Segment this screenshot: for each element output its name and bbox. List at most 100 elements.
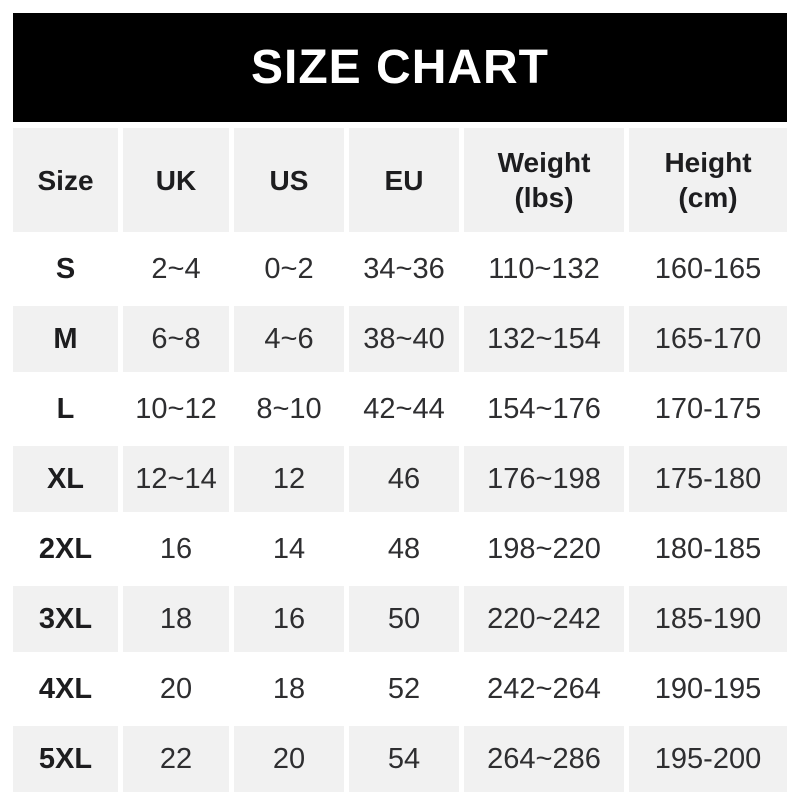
cell-value: 22 <box>159 742 193 775</box>
row-label-xl: XL <box>13 446 118 512</box>
cell-value: 2XL <box>38 532 93 565</box>
column-header-label: EU <box>384 164 424 196</box>
cell-value: 5XL <box>38 742 93 775</box>
table-cell: 42~44 <box>349 376 459 442</box>
cell-value: 50 <box>387 602 421 635</box>
column-header-height-cm: Height (cm) <box>629 128 787 232</box>
table-cell: 12 <box>234 446 344 512</box>
table-cell: 175-180 <box>629 446 787 512</box>
banner-title: SIZE CHART <box>251 40 549 94</box>
cell-value: M <box>53 322 78 355</box>
cell-value: 8~10 <box>256 392 322 425</box>
cell-value: 264~286 <box>487 742 601 775</box>
table-cell: 220~242 <box>464 586 624 652</box>
cell-value: 6~8 <box>151 322 201 355</box>
table-cell: 34~36 <box>349 236 459 302</box>
table-cell: 14 <box>234 516 344 582</box>
cell-value: 12 <box>272 462 306 495</box>
cell-value: 4~6 <box>264 322 314 355</box>
table-cell: 165-170 <box>629 306 787 372</box>
cell-value: 4XL <box>38 672 93 705</box>
cell-value: 42~44 <box>363 392 445 425</box>
cell-value: 52 <box>387 672 421 705</box>
table-cell: 4~6 <box>234 306 344 372</box>
table-cell: 190-195 <box>629 656 787 722</box>
table-cell: 154~176 <box>464 376 624 442</box>
column-header-us: US <box>234 128 344 232</box>
cell-value: 46 <box>387 462 421 495</box>
cell-value: 154~176 <box>487 392 601 425</box>
table-cell: 20 <box>234 726 344 792</box>
column-header-weight-lbs: Weight (lbs) <box>464 128 624 232</box>
cell-value: 190-195 <box>654 672 762 705</box>
row-label-m: M <box>13 306 118 372</box>
table-cell: 195-200 <box>629 726 787 792</box>
column-header-size: Size <box>13 128 118 232</box>
cell-value: 110~132 <box>488 252 600 285</box>
column-header-eu: EU <box>349 128 459 232</box>
table-cell: 54 <box>349 726 459 792</box>
cell-value: 175-180 <box>654 462 762 495</box>
cell-value: 20 <box>272 742 306 775</box>
size-table: Size UK US EU Weight (lbs) Height (cm) S 2~4 0~2… <box>13 128 787 792</box>
cell-value: 54 <box>387 742 421 775</box>
table-cell: 46 <box>349 446 459 512</box>
table-cell: 22 <box>123 726 229 792</box>
table-cell: 170-175 <box>629 376 787 442</box>
table-cell: 132~154 <box>464 306 624 372</box>
cell-value: 165-170 <box>654 322 762 355</box>
cell-value: XL <box>46 462 85 495</box>
cell-value: S <box>55 252 76 285</box>
cell-value: 3XL <box>38 602 93 635</box>
table-cell: 198~220 <box>464 516 624 582</box>
column-header-uk: UK <box>123 128 229 232</box>
cell-value: 10~12 <box>135 392 217 425</box>
row-label-l: L <box>13 376 118 442</box>
cell-value: 180-185 <box>654 532 762 565</box>
table-cell: 12~14 <box>123 446 229 512</box>
table-cell: 50 <box>349 586 459 652</box>
table-cell: 10~12 <box>123 376 229 442</box>
cell-value: 132~154 <box>487 322 601 355</box>
row-label-2xl: 2XL <box>13 516 118 582</box>
cell-value: 14 <box>272 532 306 565</box>
row-label-3xl: 3XL <box>13 586 118 652</box>
table-cell: 6~8 <box>123 306 229 372</box>
table-cell: 16 <box>234 586 344 652</box>
cell-value: 185-190 <box>654 602 762 635</box>
cell-value: 242~264 <box>487 672 601 705</box>
cell-value: 12~14 <box>135 462 217 495</box>
row-label-5xl: 5XL <box>13 726 118 792</box>
table-cell: 18 <box>234 656 344 722</box>
cell-value: 48 <box>387 532 421 565</box>
row-label-s: S <box>13 236 118 302</box>
cell-value: L <box>56 392 75 425</box>
row-label-4xl: 4XL <box>13 656 118 722</box>
table-cell: 16 <box>123 516 229 582</box>
cell-value: 0~2 <box>264 252 314 285</box>
cell-value: 16 <box>159 532 193 565</box>
cell-value: 220~242 <box>487 602 601 635</box>
column-header-label: Weight (lbs) <box>497 147 591 213</box>
table-cell: 20 <box>123 656 229 722</box>
table-cell: 52 <box>349 656 459 722</box>
cell-value: 18 <box>159 602 193 635</box>
table-cell: 8~10 <box>234 376 344 442</box>
cell-value: 176~198 <box>487 462 601 495</box>
column-header-label: Height (cm) <box>664 147 752 213</box>
cell-value: 195-200 <box>654 742 762 775</box>
table-cell: 242~264 <box>464 656 624 722</box>
column-header-label: US <box>269 164 309 196</box>
cell-value: 16 <box>272 602 306 635</box>
table-cell: 18 <box>123 586 229 652</box>
table-cell: 2~4 <box>123 236 229 302</box>
cell-value: 20 <box>159 672 193 705</box>
table-cell: 185-190 <box>629 586 787 652</box>
table-cell: 110~132 <box>464 236 624 302</box>
table-cell: 0~2 <box>234 236 344 302</box>
cell-value: 2~4 <box>151 252 201 285</box>
cell-value: 170-175 <box>654 392 762 425</box>
column-header-label: UK <box>155 164 197 196</box>
size-chart-banner: SIZE CHART <box>13 13 787 122</box>
